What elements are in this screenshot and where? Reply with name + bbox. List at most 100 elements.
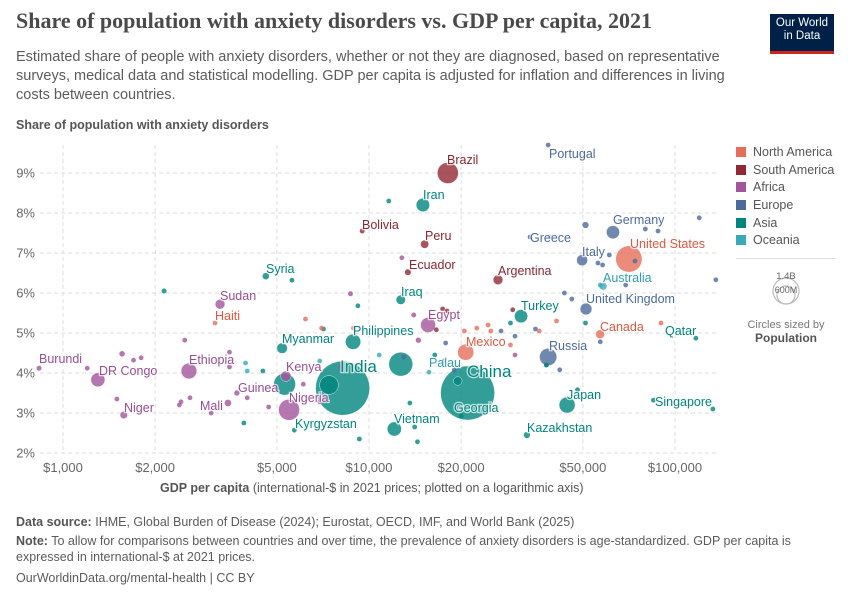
- data-point[interactable]: [119, 351, 125, 357]
- data-point[interactable]: [182, 337, 188, 343]
- data-point[interactable]: [388, 352, 413, 377]
- data-point[interactable]: [554, 318, 559, 324]
- data-point[interactable]: [319, 375, 339, 395]
- data-point[interactable]: [575, 387, 580, 393]
- data-point-singapore[interactable]: [710, 406, 716, 412]
- data-point[interactable]: [399, 255, 405, 261]
- data-point[interactable]: [440, 358, 446, 364]
- data-point[interactable]: [433, 327, 439, 333]
- data-point-sudan[interactable]: [214, 299, 226, 310]
- data-point-iraq[interactable]: [395, 294, 406, 305]
- data-point[interactable]: [161, 288, 167, 294]
- data-point[interactable]: [658, 320, 664, 326]
- data-point[interactable]: [178, 399, 184, 405]
- data-point[interactable]: [510, 307, 516, 313]
- data-point[interactable]: [597, 282, 603, 288]
- data-point[interactable]: [243, 360, 248, 366]
- data-point-bolivia[interactable]: [359, 228, 365, 234]
- legend-item-europe[interactable]: Europe: [736, 196, 834, 214]
- data-point[interactable]: [597, 339, 603, 345]
- data-point[interactable]: [561, 290, 567, 296]
- data-point[interactable]: [533, 326, 538, 332]
- data-point-peru[interactable]: [420, 239, 429, 249]
- data-point-brazil[interactable]: [437, 162, 459, 184]
- data-point-ecuador[interactable]: [404, 269, 411, 276]
- data-point[interactable]: [606, 252, 612, 258]
- data-point[interactable]: [407, 400, 413, 406]
- footer-url[interactable]: OurWorldinData.org/mental-health | CC BY: [16, 571, 255, 585]
- data-point[interactable]: [244, 395, 250, 401]
- data-point[interactable]: [300, 381, 306, 387]
- data-point[interactable]: [241, 420, 247, 426]
- data-point-kazakhstan[interactable]: [523, 431, 530, 439]
- data-point-japan[interactable]: [558, 396, 576, 414]
- data-point[interactable]: [557, 367, 563, 373]
- data-point-greece[interactable]: [527, 234, 533, 240]
- data-point[interactable]: [114, 396, 120, 402]
- data-point[interactable]: [338, 364, 344, 370]
- data-point[interactable]: [376, 352, 382, 358]
- legend-item-africa[interactable]: Africa: [736, 178, 834, 196]
- data-point-argentina[interactable]: [492, 274, 504, 285]
- data-point-ethiopia[interactable]: [180, 362, 198, 380]
- data-point[interactable]: [512, 333, 518, 339]
- data-point[interactable]: [412, 424, 418, 430]
- data-point[interactable]: [632, 258, 638, 264]
- data-point[interactable]: [415, 439, 420, 445]
- data-point[interactable]: [713, 277, 719, 283]
- data-point-qatar[interactable]: [693, 335, 699, 341]
- data-point[interactable]: [386, 198, 392, 204]
- data-point-kenya[interactable]: [280, 370, 292, 382]
- data-point[interactable]: [642, 226, 648, 232]
- data-point-haiti[interactable]: [212, 320, 218, 326]
- data-point[interactable]: [547, 234, 553, 240]
- data-point[interactable]: [319, 325, 324, 331]
- legend-item-oceania[interactable]: Oceania: [736, 231, 834, 249]
- data-point[interactable]: [485, 322, 491, 328]
- data-point[interactable]: [583, 320, 588, 326]
- data-point[interactable]: [244, 368, 250, 374]
- data-point-kyrgyzstan[interactable]: [291, 427, 297, 433]
- data-point[interactable]: [508, 342, 513, 348]
- data-point-vietnam[interactable]: [387, 421, 402, 437]
- data-point-turkey[interactable]: [514, 309, 528, 324]
- data-point[interactable]: [401, 354, 407, 360]
- data-point[interactable]: [317, 358, 323, 364]
- data-point-italy[interactable]: [576, 254, 588, 266]
- data-point-mali[interactable]: [224, 399, 232, 407]
- data-point-egypt[interactable]: [420, 317, 436, 333]
- data-point[interactable]: [600, 262, 606, 268]
- data-point[interactable]: [355, 303, 361, 309]
- data-point-niger[interactable]: [120, 411, 128, 419]
- data-point[interactable]: [488, 328, 494, 334]
- data-point[interactable]: [227, 349, 232, 355]
- data-point[interactable]: [536, 328, 542, 334]
- data-point[interactable]: [440, 306, 446, 312]
- data-point[interactable]: [453, 376, 463, 386]
- data-point[interactable]: [474, 325, 480, 331]
- data-point[interactable]: [451, 367, 457, 373]
- data-point[interactable]: [655, 228, 661, 234]
- data-point[interactable]: [289, 277, 295, 283]
- data-point-guinea[interactable]: [234, 390, 240, 396]
- data-point[interactable]: [508, 320, 513, 326]
- data-point-portugal[interactable]: [545, 142, 551, 148]
- data-point-philippines[interactable]: [345, 333, 361, 350]
- data-point[interactable]: [84, 365, 90, 371]
- data-point[interactable]: [461, 328, 467, 334]
- data-point[interactable]: [347, 291, 353, 297]
- data-point-india[interactable]: [315, 360, 370, 416]
- data-point[interactable]: [623, 282, 629, 288]
- data-point-united-states[interactable]: [615, 245, 643, 273]
- data-point[interactable]: [696, 215, 702, 221]
- data-point-united-kingdom[interactable]: [579, 302, 593, 316]
- data-point[interactable]: [266, 404, 272, 410]
- data-point-germany[interactable]: [606, 225, 620, 239]
- data-point[interactable]: [356, 436, 362, 442]
- data-point[interactable]: [582, 221, 589, 229]
- data-point-burundi[interactable]: [36, 365, 42, 371]
- data-point-syria[interactable]: [262, 272, 270, 280]
- owid-logo[interactable]: Our World in Data: [770, 14, 834, 54]
- data-point[interactable]: [303, 316, 308, 322]
- data-point-mexico[interactable]: [457, 343, 475, 361]
